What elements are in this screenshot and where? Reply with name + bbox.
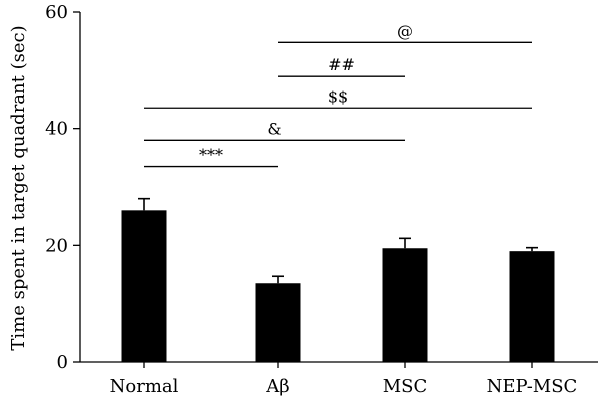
bar: [255, 283, 301, 362]
significance-annotations: *** & $$ ## @: [144, 21, 532, 168]
axes: 0 20 40 60 Normal Aβ MSC NEP-MSC: [45, 2, 598, 397]
y-tick-label: 40: [45, 119, 68, 140]
y-tick-label: 60: [45, 2, 68, 23]
significance-label: @: [397, 21, 413, 40]
significance-label: &: [267, 119, 281, 138]
x-tick-label: Normal: [110, 376, 179, 397]
significance-label: ##: [328, 55, 355, 74]
bar: [121, 210, 167, 362]
x-tick-label: NEP-MSC: [487, 376, 578, 397]
x-tick-label: MSC: [383, 376, 428, 397]
bar: [382, 248, 428, 362]
y-axis-title: Time spent in target quadrant (sec): [8, 25, 29, 350]
significance-label: ***: [199, 146, 223, 165]
y-tick-label: 0: [57, 352, 68, 373]
significance-label: $$: [328, 87, 348, 106]
bar: [509, 251, 555, 362]
x-tick-label: Aβ: [265, 376, 289, 397]
y-tick-label: 20: [45, 235, 68, 256]
bars-group: [121, 197, 555, 362]
